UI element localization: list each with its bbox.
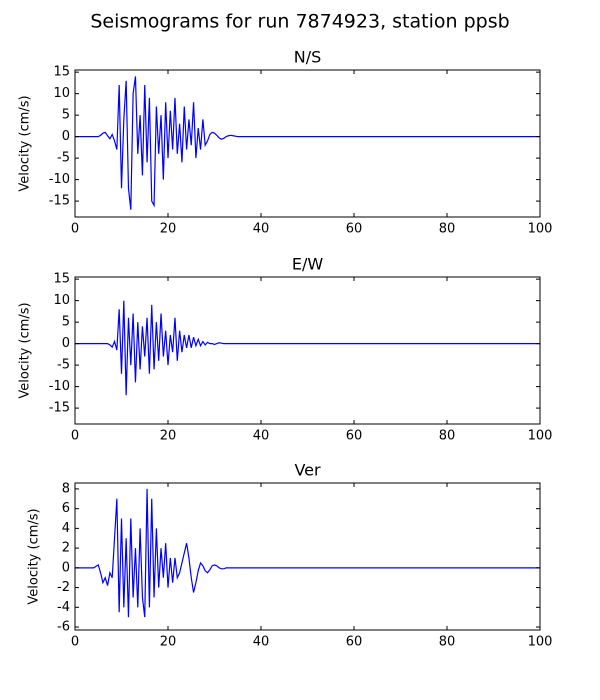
y-tick-label: -6 bbox=[57, 620, 70, 635]
subplot-title: N/S bbox=[294, 48, 322, 67]
y-axis-label: Velocity (cm/s) bbox=[27, 508, 42, 604]
y-tick-label: -5 bbox=[57, 151, 70, 166]
subplot-title: E/W bbox=[292, 255, 324, 274]
x-tick-label: 20 bbox=[160, 429, 177, 444]
figure-title: Seismograms for run 7874923, station pps… bbox=[90, 11, 509, 33]
y-tick-label: 5 bbox=[62, 315, 70, 330]
x-tick-label: 60 bbox=[346, 635, 363, 650]
x-tick-label: 60 bbox=[346, 429, 363, 444]
y-tick-label: -2 bbox=[57, 580, 70, 595]
subplot: N/S Velocity (cm/s) -15 -10 -5 0 5 10 15 0 20 40 60 8… bbox=[18, 48, 553, 237]
y-tick-label: 0 bbox=[62, 560, 70, 575]
y-tick-label: 6 bbox=[62, 501, 70, 516]
x-tick-label: 0 bbox=[71, 222, 79, 237]
x-tick-label: 100 bbox=[528, 222, 553, 237]
y-axis-label: Velocity (cm/s) bbox=[18, 302, 33, 398]
axes-frame bbox=[74, 276, 541, 425]
y-tick-label: 10 bbox=[53, 86, 70, 101]
y-tick-label: -4 bbox=[57, 600, 70, 615]
seismogram-line bbox=[75, 488, 540, 618]
axes-frame bbox=[74, 482, 541, 631]
x-tick-label: 0 bbox=[71, 429, 79, 444]
subplot-title: Ver bbox=[294, 461, 321, 480]
x-tick-label: 80 bbox=[439, 429, 456, 444]
y-tick-label: -10 bbox=[49, 379, 70, 394]
y-tick-label: 10 bbox=[53, 293, 70, 308]
seismogram-line bbox=[75, 300, 540, 396]
x-tick-label: 20 bbox=[160, 635, 177, 650]
y-tick-label: 15 bbox=[53, 65, 70, 80]
seismogram-line bbox=[75, 76, 540, 210]
x-tick-label: 40 bbox=[253, 222, 270, 237]
x-tick-label: 0 bbox=[71, 635, 79, 650]
y-tick-label: 4 bbox=[62, 521, 70, 536]
x-tick-label: 20 bbox=[160, 222, 177, 237]
y-tick-label: 2 bbox=[62, 541, 70, 556]
x-tick-label: 100 bbox=[528, 429, 553, 444]
y-tick-label: 5 bbox=[62, 108, 70, 123]
x-tick-label: 80 bbox=[439, 635, 456, 650]
subplot: E/W Velocity (cm/s) -15 -10 -5 0 5 10 15 0 20 40 60 8… bbox=[18, 255, 553, 444]
y-axis-label: Velocity (cm/s) bbox=[18, 95, 33, 191]
x-tick-label: 40 bbox=[253, 635, 270, 650]
x-tick-label: 40 bbox=[253, 429, 270, 444]
x-tick-label: 80 bbox=[439, 222, 456, 237]
y-tick-label: -10 bbox=[49, 172, 70, 187]
y-tick-label: 8 bbox=[62, 481, 70, 496]
y-tick-label: 0 bbox=[62, 129, 70, 144]
x-tick-label: 60 bbox=[346, 222, 363, 237]
y-tick-label: 0 bbox=[62, 336, 70, 351]
y-tick-label: -15 bbox=[49, 401, 70, 416]
axes-frame bbox=[74, 69, 541, 218]
y-tick-label: 15 bbox=[53, 272, 70, 287]
x-tick-label: 100 bbox=[528, 635, 553, 650]
y-tick-label: -15 bbox=[49, 194, 70, 209]
y-tick-label: -5 bbox=[57, 358, 70, 373]
